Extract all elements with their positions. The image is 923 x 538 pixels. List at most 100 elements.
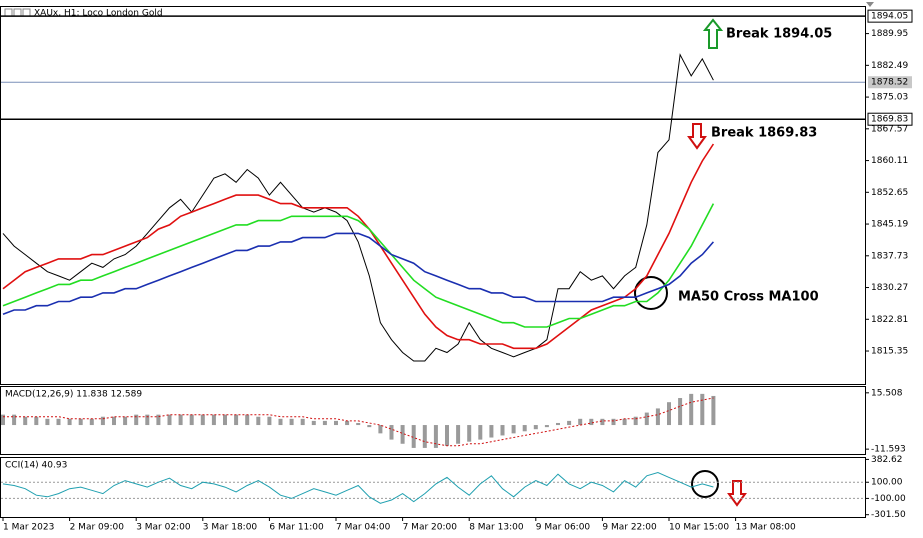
price-box bbox=[868, 76, 912, 89]
bar bbox=[289, 418, 294, 426]
bar bbox=[700, 393, 705, 426]
bar bbox=[678, 398, 683, 426]
y-tick-label: 1845.19 bbox=[871, 220, 908, 230]
price-box bbox=[867, 112, 913, 126]
price-label: 1894.05 bbox=[871, 12, 908, 22]
line bbox=[2, 53, 714, 362]
bar bbox=[45, 418, 50, 426]
bar bbox=[123, 416, 128, 426]
line bbox=[2, 471, 714, 504]
bar bbox=[345, 420, 350, 426]
y-tick-label: -11.593 bbox=[871, 445, 906, 455]
bar bbox=[400, 425, 405, 444]
down-arrow bbox=[687, 123, 707, 150]
y-tick-label: 1889.95 bbox=[871, 29, 908, 39]
bar bbox=[178, 414, 183, 426]
y-tick-label: -301.50 bbox=[871, 510, 906, 520]
bar bbox=[12, 414, 17, 426]
cci-title: CCI(14) 40.93 bbox=[5, 461, 67, 471]
x-tick-label: 3 Mar 02:00 bbox=[136, 523, 191, 533]
down-arrow bbox=[727, 480, 747, 507]
cci-panel bbox=[0, 457, 866, 518]
y-tick-label: 1852.65 bbox=[871, 188, 908, 198]
bar bbox=[23, 416, 28, 426]
bar bbox=[655, 408, 660, 426]
bar bbox=[478, 425, 483, 440]
y-tick-label: 1867.57 bbox=[871, 124, 908, 134]
y-tick-label: 1815.35 bbox=[871, 347, 908, 357]
y-tick-label: 15.508 bbox=[871, 388, 903, 398]
bar bbox=[322, 420, 327, 426]
bar bbox=[211, 414, 216, 426]
bar bbox=[200, 414, 205, 426]
y-tick-label: 1822.81 bbox=[871, 315, 908, 325]
price-box bbox=[867, 9, 913, 23]
bar bbox=[433, 425, 438, 448]
line bbox=[2, 203, 715, 328]
bar bbox=[267, 416, 272, 426]
y-tick-label: 382.62 bbox=[871, 455, 903, 465]
bar bbox=[367, 425, 372, 428]
bar bbox=[167, 414, 172, 426]
bar bbox=[533, 425, 538, 430]
bar bbox=[411, 425, 416, 448]
bar bbox=[234, 414, 239, 426]
bar bbox=[567, 420, 572, 426]
annotation: Break 1894.05 bbox=[726, 27, 832, 42]
bar bbox=[422, 425, 427, 448]
bar bbox=[245, 414, 250, 426]
y-tick-label: 1875.03 bbox=[871, 93, 908, 103]
signal-line bbox=[3, 397, 714, 447]
chart-title: XAUx, H1: Loco London Gold bbox=[34, 9, 163, 19]
bar bbox=[89, 418, 94, 426]
x-tick-label: 7 Mar 04:00 bbox=[336, 523, 391, 533]
x-tick-label: 3 Mar 18:00 bbox=[203, 523, 258, 533]
bar bbox=[389, 425, 394, 440]
cross-circle bbox=[634, 276, 668, 310]
bar bbox=[633, 416, 638, 426]
y-tick-label: 100.00 bbox=[871, 478, 903, 488]
bar bbox=[256, 416, 261, 426]
bar bbox=[456, 425, 461, 444]
bar bbox=[145, 414, 150, 426]
up-arrow bbox=[702, 18, 724, 49]
bar bbox=[711, 395, 716, 426]
x-tick-label: 9 Mar 06:00 bbox=[536, 523, 591, 533]
y-tick-label: 1882.49 bbox=[871, 61, 908, 71]
y-tick-label: 1830.27 bbox=[871, 283, 908, 293]
y-tick-label: 1860.11 bbox=[871, 156, 908, 166]
bar bbox=[56, 418, 61, 426]
x-tick-label: 6 Mar 11:00 bbox=[269, 523, 324, 533]
bar bbox=[311, 420, 316, 426]
bar bbox=[223, 414, 227, 426]
x-tick-label: 2 Mar 09:00 bbox=[70, 523, 125, 533]
macd-panel bbox=[0, 386, 866, 455]
bar bbox=[622, 418, 627, 426]
price-panel bbox=[0, 6, 866, 385]
marker bbox=[866, 2, 874, 7]
bar bbox=[112, 416, 116, 426]
bar bbox=[511, 425, 516, 434]
bar bbox=[689, 393, 694, 426]
macd-title: MACD(12,26,9) 11.838 12.589 bbox=[5, 390, 142, 400]
icon bbox=[4, 8, 13, 17]
bar bbox=[378, 425, 383, 434]
bar bbox=[445, 425, 449, 446]
bar bbox=[589, 418, 594, 426]
bar bbox=[34, 416, 39, 426]
bar bbox=[522, 425, 527, 432]
bar bbox=[600, 418, 605, 426]
line bbox=[2, 143, 715, 350]
bar bbox=[300, 418, 305, 426]
x-tick-label: 1 Mar 2023 bbox=[3, 523, 54, 533]
bar bbox=[489, 425, 494, 438]
x-tick-label: 8 Mar 13:00 bbox=[469, 523, 524, 533]
bar bbox=[578, 418, 583, 426]
bar bbox=[500, 425, 505, 436]
annotation: Break 1869.83 bbox=[711, 126, 817, 141]
bar bbox=[611, 418, 616, 426]
bar bbox=[100, 416, 105, 426]
bar bbox=[467, 425, 472, 442]
icon bbox=[13, 8, 22, 17]
